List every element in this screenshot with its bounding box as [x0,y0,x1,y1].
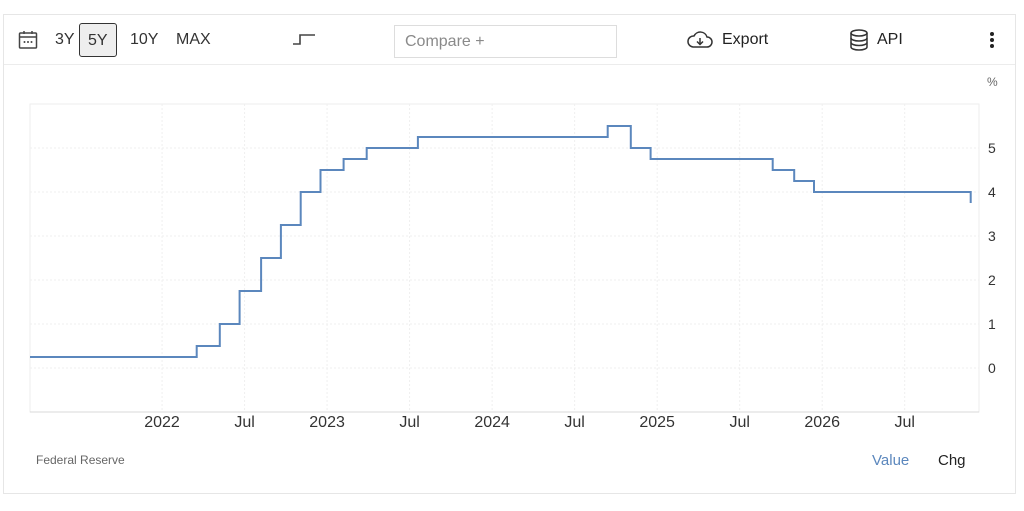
plot-area [29,103,980,413]
unit-label: % [987,75,998,89]
chart-type-button[interactable] [291,15,317,65]
chart-card [3,14,1016,494]
y-tick-label: 0 [988,360,996,376]
cloud-download-icon [687,31,713,48]
api-button[interactable]: API [849,15,903,65]
api-label: API [877,31,903,48]
export-button[interactable]: Export [686,15,768,65]
tab-value[interactable]: Value [872,452,910,469]
x-tick-label: Jul [895,414,915,431]
export-label: Export [722,31,769,48]
database-icon [850,29,868,51]
y-tick-label: 1 [988,316,996,332]
range-3y-button[interactable]: 3Y [55,31,75,48]
source-label: Federal Reserve [36,453,125,467]
range-max-button[interactable]: MAX [176,31,211,48]
x-tick-label: Jul [399,414,419,431]
y-tick-label: 5 [988,140,996,156]
x-tick-label: Jul [234,414,254,431]
x-tick-label: Jul [729,414,749,431]
x-tick-label: 2023 [309,414,345,431]
calendar-button[interactable] [18,15,38,65]
x-tick-label: 2026 [804,414,840,431]
chart-toolbar: 3Y 5Y 10Y MAX Export API [4,15,1015,65]
more-options-button[interactable] [986,15,998,65]
y-tick-label: 3 [988,228,996,244]
range-10y-button[interactable]: 10Y [130,31,159,48]
x-tick-label: 2024 [474,414,510,431]
range-5y-button[interactable]: 5Y [79,23,117,57]
series-line-0 [30,125,972,358]
y-tick-label: 2 [988,272,996,288]
calendar-icon [18,31,38,49]
x-tick-label: 2022 [144,414,180,431]
compare-input[interactable] [394,25,617,58]
y-tick-label: 4 [988,184,996,200]
tab-chg[interactable]: Chg [938,452,966,469]
step-chart-icon [293,34,315,45]
kebab-menu-icon [990,32,994,48]
x-tick-label: 2025 [639,414,675,431]
x-tick-label: Jul [564,414,584,431]
